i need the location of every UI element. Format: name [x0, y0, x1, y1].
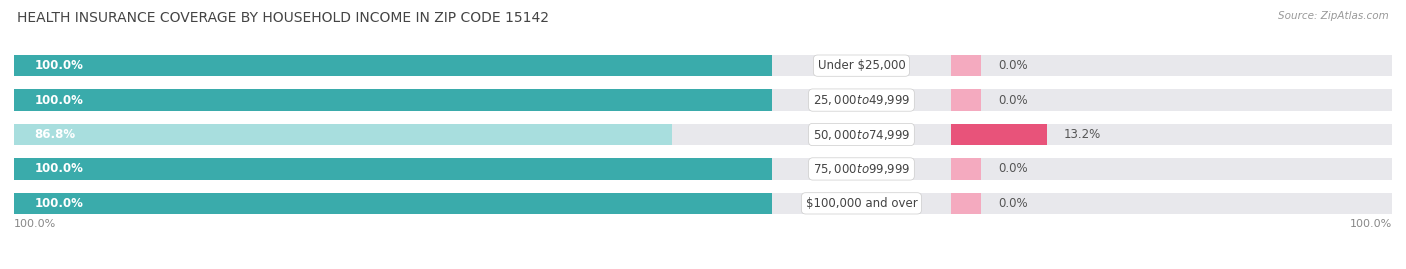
Text: $75,000 to $99,999: $75,000 to $99,999 — [813, 162, 910, 176]
Bar — [14, 158, 1392, 180]
Text: $50,000 to $74,999: $50,000 to $74,999 — [813, 128, 910, 141]
Text: $100,000 and over: $100,000 and over — [806, 197, 917, 210]
Text: 100.0%: 100.0% — [14, 219, 56, 229]
Bar — [14, 55, 772, 76]
Bar — [14, 193, 1392, 214]
Text: 100.0%: 100.0% — [35, 197, 83, 210]
Text: $25,000 to $49,999: $25,000 to $49,999 — [813, 93, 910, 107]
Bar — [950, 89, 981, 111]
Text: 0.0%: 0.0% — [998, 94, 1028, 107]
Bar — [14, 124, 672, 145]
Text: 0.0%: 0.0% — [998, 197, 1028, 210]
Text: 0.0%: 0.0% — [998, 162, 1028, 175]
Text: 100.0%: 100.0% — [35, 59, 83, 72]
Text: Source: ZipAtlas.com: Source: ZipAtlas.com — [1278, 11, 1389, 21]
Text: 100.0%: 100.0% — [35, 94, 83, 107]
Bar — [950, 158, 981, 180]
Text: 86.8%: 86.8% — [35, 128, 76, 141]
Bar — [14, 89, 772, 111]
Text: Under $25,000: Under $25,000 — [817, 59, 905, 72]
Text: 13.2%: 13.2% — [1064, 128, 1101, 141]
Bar — [14, 193, 772, 214]
Bar — [14, 158, 772, 180]
Text: 0.0%: 0.0% — [998, 59, 1028, 72]
Bar — [14, 89, 1392, 111]
Bar — [950, 124, 1047, 145]
Bar — [14, 124, 1392, 145]
Text: HEALTH INSURANCE COVERAGE BY HOUSEHOLD INCOME IN ZIP CODE 15142: HEALTH INSURANCE COVERAGE BY HOUSEHOLD I… — [17, 11, 548, 25]
Text: 100.0%: 100.0% — [35, 162, 83, 175]
Bar — [950, 193, 981, 214]
Text: 100.0%: 100.0% — [1350, 219, 1392, 229]
Bar — [14, 55, 1392, 76]
Bar — [950, 55, 981, 76]
